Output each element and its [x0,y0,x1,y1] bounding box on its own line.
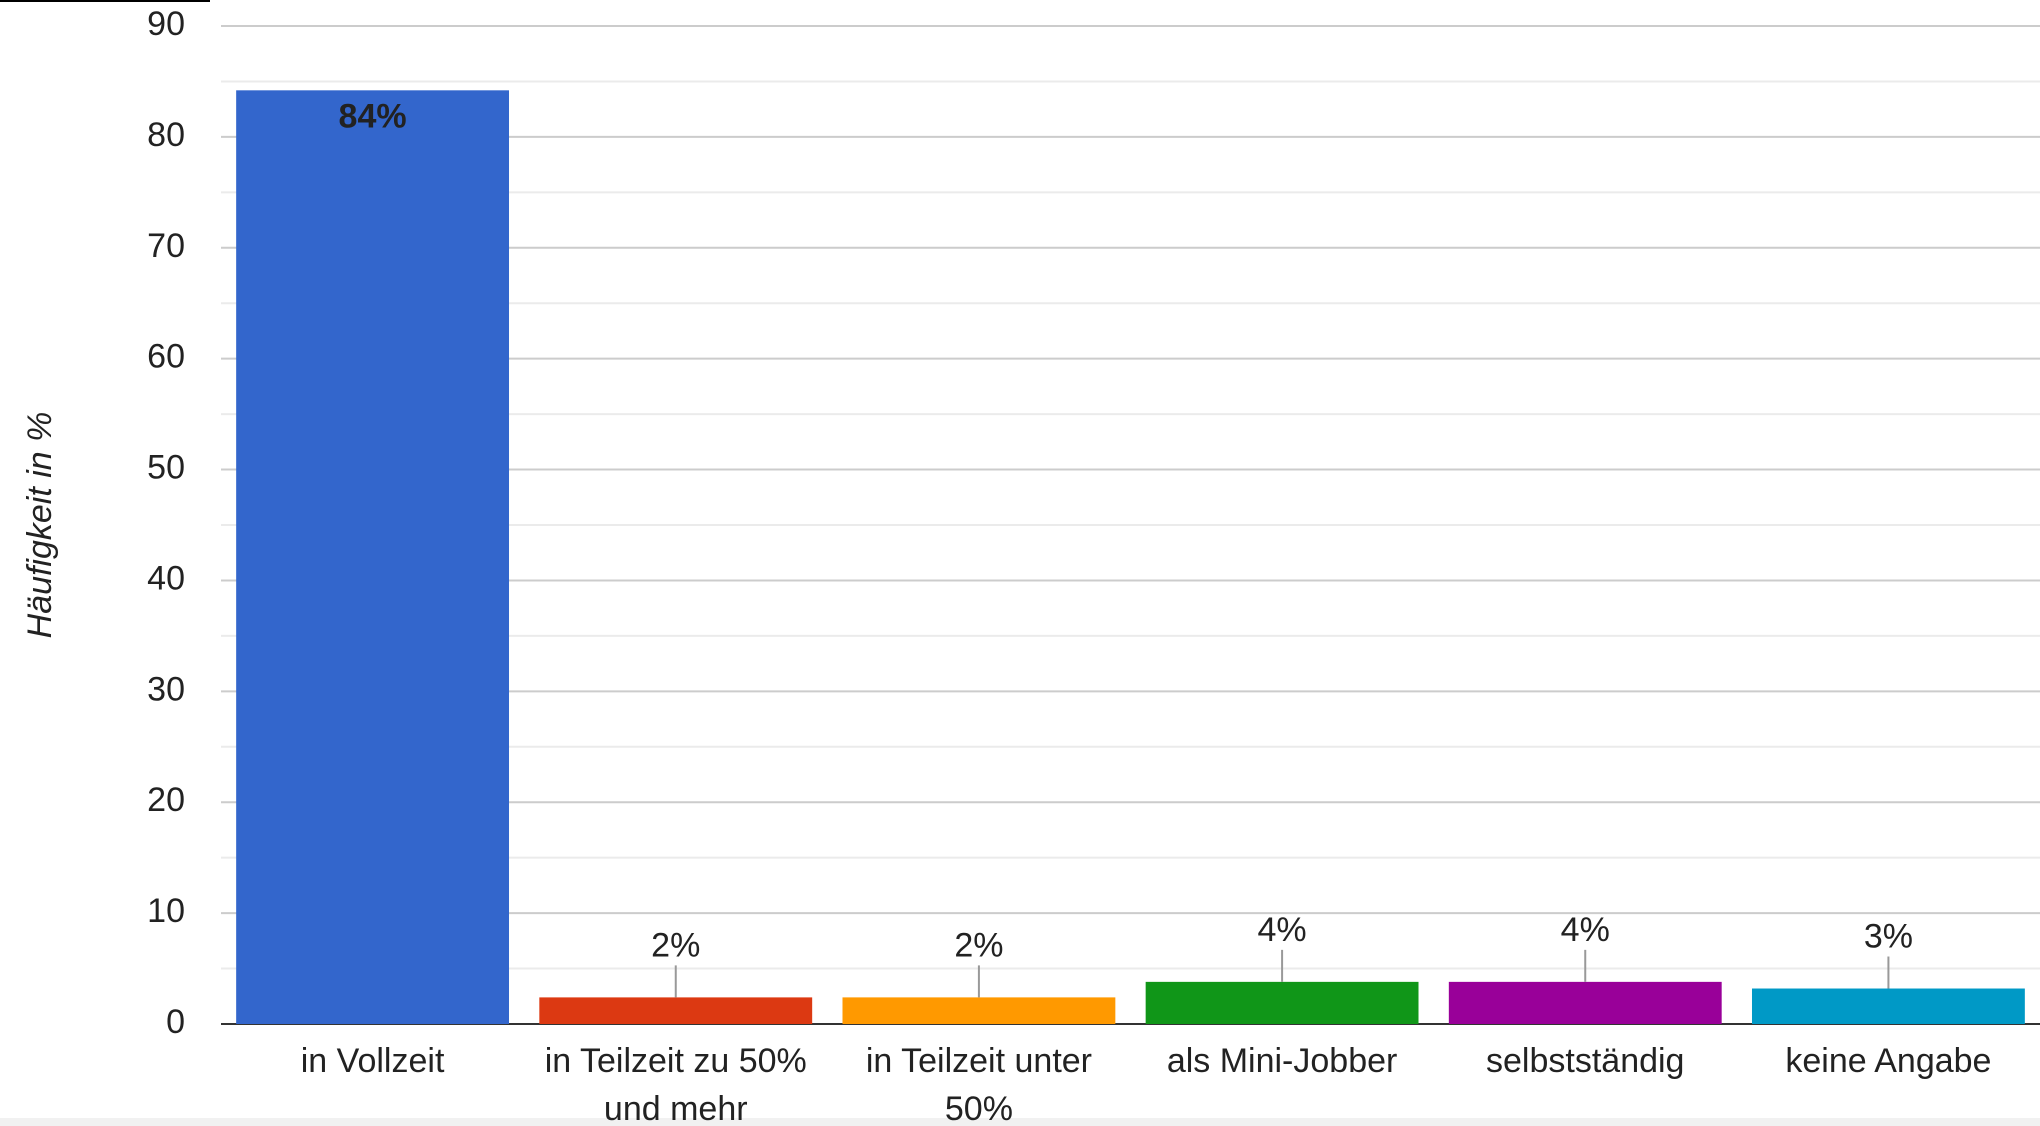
value-label: 2% [651,926,700,964]
value-label: 84% [339,97,407,135]
y-tick-label: 50 [147,449,185,487]
x-tick-label: in Vollzeit [301,1042,445,1080]
bar [236,90,510,1024]
bar [1145,981,1419,1024]
value-label: 3% [1864,917,1913,955]
y-tick-label: 80 [147,116,185,154]
x-tick-label: selbstständig [1486,1042,1684,1080]
bar [539,997,813,1024]
x-tick-label: in Teilzeit zu 50% und mehr [545,1042,807,1126]
y-tick-label: 20 [147,781,185,819]
bar [1448,981,1722,1024]
y-tick-label: 30 [147,670,185,708]
y-tick-label: 40 [147,559,185,597]
x-tick-label: keine Angabe [1785,1042,1991,1080]
y-tick-label: 0 [166,1003,185,1041]
x-tick-label: als Mini-Jobber [1167,1042,1398,1080]
y-tick-label: 70 [147,227,185,265]
bottom-strip [0,1118,2040,1126]
y-axis-title: Häufigkeit in % [21,412,59,639]
y-tick-label: 90 [147,5,185,43]
value-label: 2% [954,926,1003,964]
value-label: 4% [1258,911,1307,949]
value-label: 4% [1561,911,1610,949]
bar [842,997,1116,1024]
bar [1751,988,2025,1024]
x-tick-label: in Teilzeit unter 50% [866,1042,1092,1126]
y-tick-label: 10 [147,892,185,930]
y-tick-label: 60 [147,338,185,376]
